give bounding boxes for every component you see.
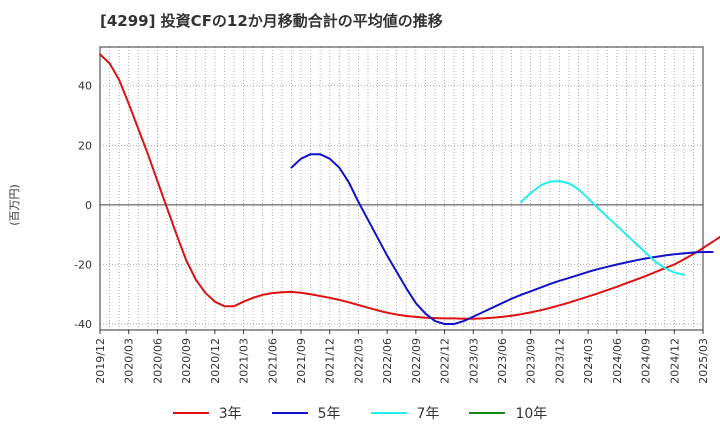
y-tick-label: -40 — [74, 318, 92, 331]
y-tick-label: -20 — [74, 258, 92, 271]
legend-item: 3年 — [172, 403, 242, 423]
legend-swatch — [370, 412, 407, 414]
x-tick-label: 2019/12 — [94, 338, 107, 384]
y-axis-label: (百万円) — [8, 184, 21, 226]
x-tick-label: 2020/12 — [209, 338, 222, 384]
x-tick-label: 2020/03 — [123, 338, 136, 384]
x-tick-label: 2024/06 — [611, 338, 624, 384]
x-tick-label: 2023/12 — [553, 338, 566, 384]
x-tick-label: 2021/09 — [295, 338, 308, 384]
y-tick-label: 0 — [85, 199, 92, 212]
legend-label: 5年 — [317, 406, 341, 422]
legend-item: 5年 — [271, 403, 341, 423]
x-tick-label: 2021/03 — [238, 338, 251, 384]
series-line-5年 — [290, 153, 714, 325]
legend-item: 7年 — [370, 403, 440, 423]
x-tick-label: 2023/03 — [467, 338, 480, 384]
x-tick-label: 2020/06 — [151, 338, 164, 384]
x-tick-label: 2020/09 — [180, 338, 193, 384]
series-line-7年 — [520, 180, 685, 276]
legend-label: 10年 — [515, 406, 548, 422]
y-tick-label: 20 — [78, 139, 92, 152]
x-tick-label: 2022/09 — [410, 338, 423, 384]
y-tick-label: 40 — [78, 80, 92, 93]
x-tick-label: 2022/03 — [352, 338, 365, 384]
x-tick-label: 2024/03 — [582, 338, 595, 384]
x-tick-label: 2021/12 — [324, 338, 337, 384]
series-line-3年 — [99, 53, 720, 320]
x-tick-label: 2025/03 — [697, 338, 710, 384]
chart-legend: 3年 5年 7年 10年 — [0, 403, 720, 423]
x-tick-label: 2023/09 — [525, 338, 538, 384]
series-layer — [99, 53, 720, 325]
axis-layer: -40 -20 0 20 40 2019/12 2020/03 2020/06 2020/09 2… — [74, 46, 710, 384]
chart-title: [4299] 投資CFの12か月移動合計の平均値の推移 — [100, 12, 443, 30]
legend-label: 3年 — [218, 406, 242, 422]
x-tick-label: 2021/06 — [266, 338, 279, 384]
x-tick-label: 2024/12 — [668, 338, 681, 384]
legend-swatch — [172, 412, 209, 414]
legend-swatch — [271, 412, 308, 414]
x-tick-label: 2022/12 — [439, 338, 452, 384]
legend-item: 10年 — [469, 403, 547, 423]
legend-swatch — [469, 412, 506, 414]
x-tick-label: 2023/06 — [496, 338, 509, 384]
x-tick-label: 2022/06 — [381, 338, 394, 384]
x-tick-label: 2024/09 — [640, 338, 653, 384]
legend-label: 7年 — [416, 406, 440, 422]
plot-frame — [99, 46, 704, 331]
